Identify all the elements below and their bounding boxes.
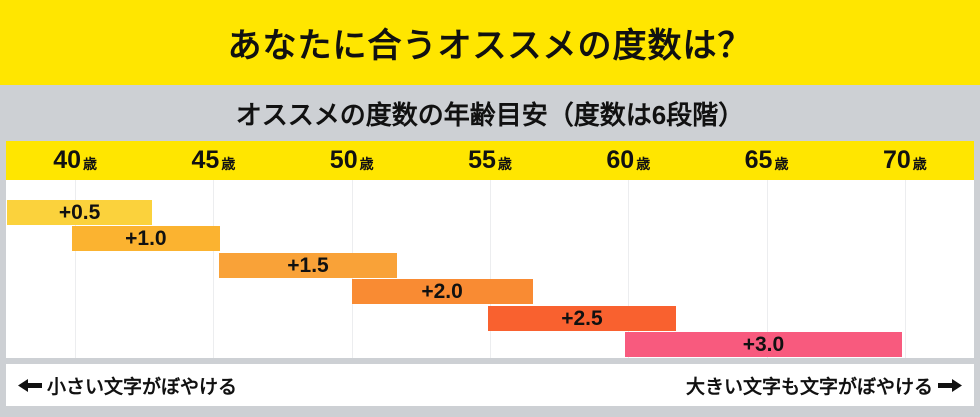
chart-subtitle: オススメの度数の年齢目安（度数は6段階） <box>235 99 745 130</box>
left-arrow-icon <box>18 378 42 392</box>
age-tick-65: 65 歳 <box>697 141 835 180</box>
age-tick-number: 65 <box>744 146 773 174</box>
power-bar-plus1.5: +1.5 <box>218 253 398 278</box>
power-bar-label: +1.5 <box>287 253 329 277</box>
age-tick-number: 45 <box>191 146 220 174</box>
age-tick-number: 40 <box>53 146 82 174</box>
power-bar-label: +3.0 <box>742 332 785 356</box>
power-bar-plus0.5: +0.5 <box>6 200 153 225</box>
age-tick-40: 40 歳 <box>6 141 144 180</box>
age-tick-45: 45 歳 <box>144 141 282 180</box>
footer-right: 大きい文字も文字がぼやける <box>686 372 962 399</box>
age-tick-unit: 歳 <box>359 155 374 172</box>
age-tick-55: 55 歳 <box>421 141 559 180</box>
header-banner: あなたに合うオススメの度数は？ <box>0 0 980 85</box>
power-bar-label: +2.0 <box>421 279 463 303</box>
power-bar-plus1.0: +1.0 <box>71 226 220 251</box>
age-tick-unit: 歳 <box>497 155 512 172</box>
age-tick-number: 70 <box>882 146 911 174</box>
power-bar-label: +0.5 <box>58 200 101 224</box>
power-bar-plus2.0: +2.0 <box>351 279 533 304</box>
age-tick-70: 70 歳 <box>836 141 974 180</box>
power-bar-plus3.0: +3.0 <box>624 332 903 357</box>
gridline-60 <box>628 180 630 358</box>
gridline-70 <box>904 180 906 358</box>
gridline-45 <box>213 180 215 358</box>
chart-area: +0.5 +1.0 +1.5 +2.0 +2.5 +3.0 <box>6 180 974 358</box>
age-tick-50: 50 歳 <box>283 141 421 180</box>
footer-note: 小さい文字がぼやける 大きい文字も文字がぼやける <box>6 364 974 406</box>
gridline-65 <box>766 180 768 358</box>
subtitle-band: オススメの度数の年齢目安（度数は6段階） <box>0 85 980 141</box>
age-tick-unit: 歳 <box>83 155 98 172</box>
power-bar-label: +1.0 <box>125 226 167 250</box>
age-tick-60: 60 歳 <box>559 141 697 180</box>
gridline-40 <box>75 180 77 358</box>
age-tick-unit: 歳 <box>636 155 651 172</box>
age-tick-unit: 歳 <box>774 155 789 172</box>
age-axis: 40 歳 45 歳 50 歳 55 歳 60 歳 65 歳 70 歳 <box>6 141 974 180</box>
age-tick-unit: 歳 <box>912 155 927 172</box>
right-arrow-icon <box>938 378 962 392</box>
age-tick-number: 55 <box>468 146 496 174</box>
power-bar-plus2.5: +2.5 <box>488 306 676 331</box>
age-tick-number: 50 <box>329 146 358 174</box>
chart-panel: 40 歳 45 歳 50 歳 55 歳 60 歳 65 歳 70 歳 +0.5 +1.0 +1.5 +2.0 +2… <box>6 141 974 358</box>
footer-left-label: 小さい文字がぼやける <box>47 376 238 398</box>
age-tick-unit: 歳 <box>221 155 236 172</box>
page-title: あなたに合うオススメの度数は？ <box>227 27 753 65</box>
age-tick-number: 60 <box>606 146 635 174</box>
gridline-55 <box>490 180 491 358</box>
footer-right-label: 大きい文字も文字がぼやける <box>685 376 933 398</box>
power-bar-label: +2.5 <box>561 306 603 330</box>
footer-left: 小さい文字がぼやける <box>18 372 237 399</box>
